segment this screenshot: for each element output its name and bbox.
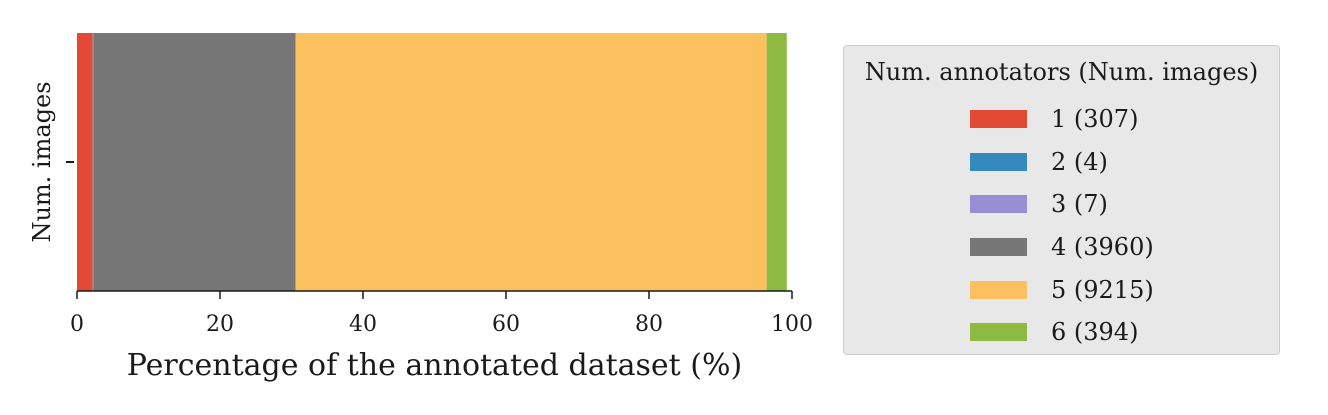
x-tick-label: 40 bbox=[349, 312, 377, 337]
legend-label: 4 (3960) bbox=[1051, 233, 1154, 262]
legend-swatch bbox=[970, 110, 1027, 129]
x-tick-group: 0 20 40 60 80 100 bbox=[70, 291, 813, 337]
bar-segment-6 bbox=[766, 33, 787, 291]
legend-label: 5 (9215) bbox=[1051, 275, 1154, 304]
x-axis-title: Percentage of the annotated dataset (%) bbox=[127, 348, 742, 383]
bar-segment-4 bbox=[93, 33, 296, 291]
legend-label: 1 (307) bbox=[1051, 105, 1139, 134]
legend-item: 6 (394) bbox=[970, 311, 1154, 354]
bar-segment-5 bbox=[295, 33, 767, 291]
legend-swatch bbox=[970, 280, 1027, 299]
legend-label: 6 (394) bbox=[1051, 318, 1139, 347]
legend-swatch bbox=[970, 152, 1027, 171]
legend-swatch bbox=[970, 195, 1027, 214]
legend-label: 2 (4) bbox=[1051, 147, 1108, 176]
x-tick-label: 100 bbox=[771, 312, 813, 337]
legend-label: 3 (7) bbox=[1051, 190, 1108, 219]
x-tick-label: 80 bbox=[635, 312, 663, 337]
y-axis-title: Num. images bbox=[28, 81, 56, 242]
legend-swatch bbox=[970, 323, 1027, 342]
bar-segment-1 bbox=[77, 33, 93, 291]
legend-item: 3 (7) bbox=[970, 183, 1154, 226]
x-tick-label: 20 bbox=[206, 312, 234, 337]
bar-group bbox=[77, 33, 787, 291]
x-tick-label: 0 bbox=[70, 312, 84, 337]
legend-item: 5 (9215) bbox=[970, 268, 1154, 311]
legend-item: 4 (3960) bbox=[970, 226, 1154, 269]
legend-title: Num. annotators (Num. images) bbox=[864, 58, 1259, 86]
x-tick-label: 60 bbox=[492, 312, 520, 337]
legend: Num. annotators (Num. images) 1 (307) 2 (… bbox=[843, 45, 1280, 355]
legend-items: 1 (307) 2 (4) 3 (7) 4 (3960) 5 (9215) 6 (394) bbox=[970, 98, 1154, 354]
legend-swatch bbox=[970, 238, 1027, 257]
legend-item: 1 (307) bbox=[970, 98, 1154, 141]
legend-item: 2 (4) bbox=[970, 141, 1154, 184]
